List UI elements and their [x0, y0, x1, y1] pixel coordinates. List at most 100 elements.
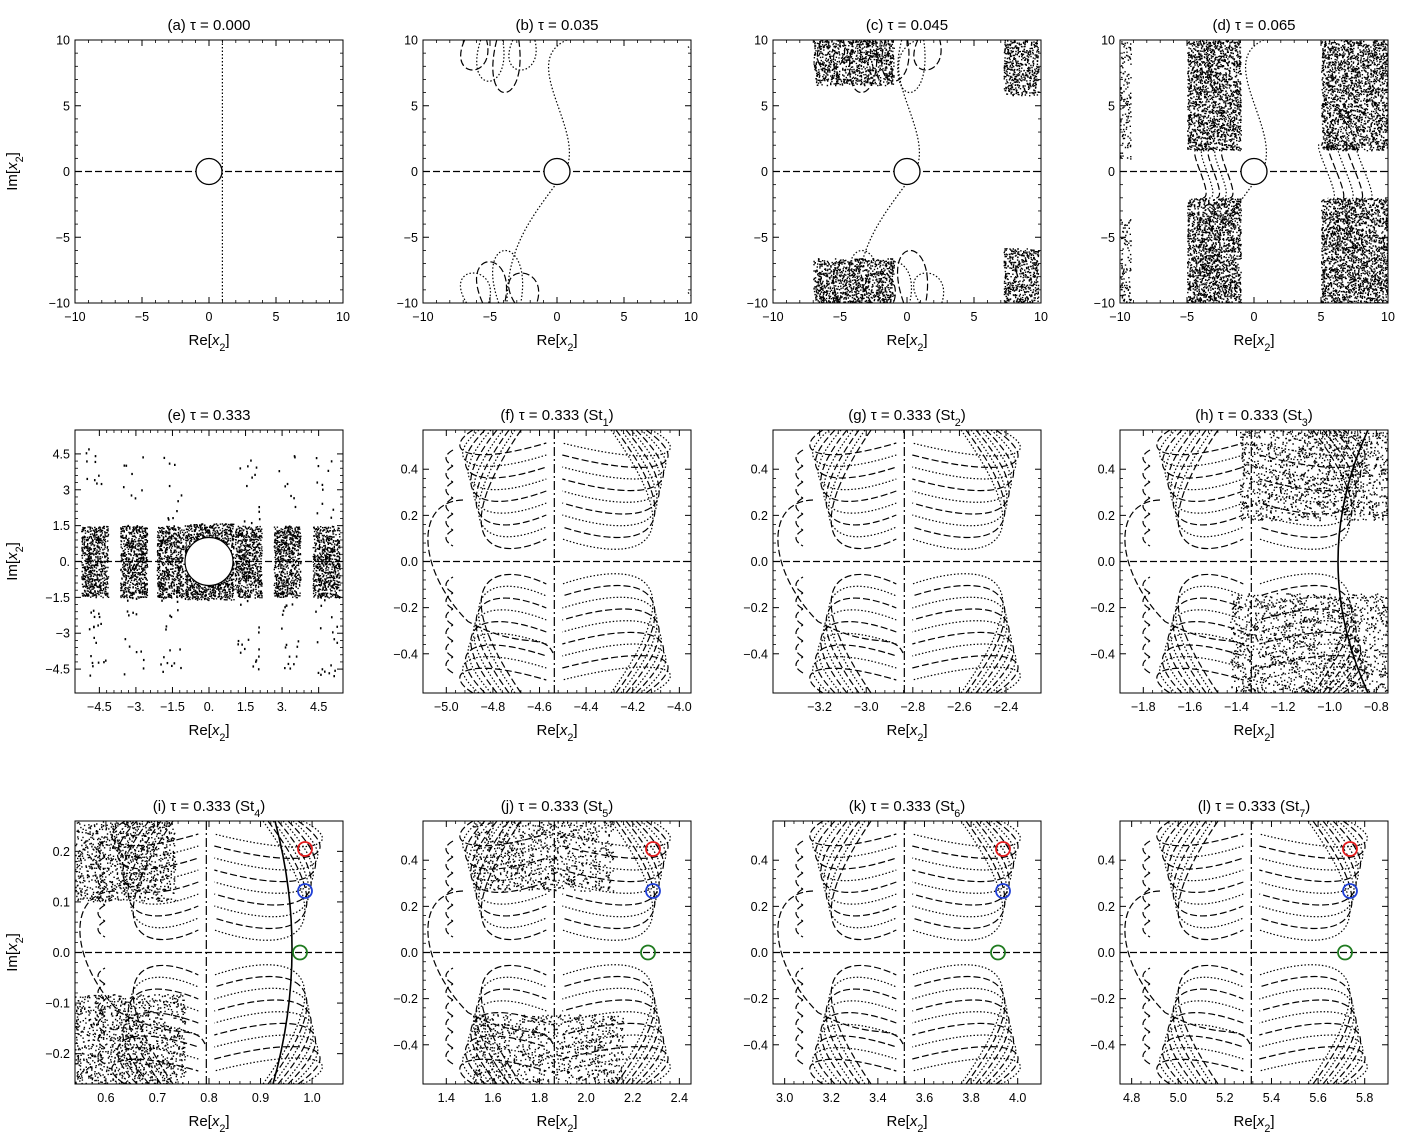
x-tick-label: 3.6 [916, 1091, 933, 1105]
y-tick-label: −0.2 [743, 601, 768, 615]
y-tick-label: 0.0 [53, 946, 70, 960]
point-cloud [1321, 40, 1388, 152]
x-tick-label: 3.2 [823, 1091, 840, 1105]
y-tick-label: 0.4 [751, 854, 768, 868]
y-tick-label: 5 [761, 99, 768, 113]
x-tick-label: 4.5 [310, 700, 327, 714]
plot-area [75, 40, 343, 303]
x-tick-label: 5 [273, 310, 280, 324]
x-tick-label: −10 [64, 310, 85, 324]
panel-a: −10 −5 0 5 10 10 5 0 −5 −10 (a) τ = 0.000 Re[x2] Im[… [4, 17, 350, 354]
x-tick-label: −5 [1180, 310, 1194, 324]
x-tick-label: −5.0 [434, 700, 459, 714]
panel-title: (b) τ = 0.035 [515, 17, 598, 34]
plot-area [423, 40, 691, 303]
x-tick-label: 0 [206, 310, 213, 324]
y-tick-label: 0.0 [751, 946, 768, 960]
x-tick-label: 2.4 [671, 1091, 688, 1105]
point-cloud [813, 258, 895, 303]
green-marker [640, 944, 656, 961]
y-tick-label: 10 [56, 34, 70, 48]
x-axis-label: Re[x2] [188, 722, 229, 744]
panel-b: −10 −5 0 5 10 10 5 0 −5 −10 (b) τ = 0.035 Re[x2] [397, 17, 698, 354]
x-tick-label: 0.8 [200, 1091, 217, 1105]
y-tick-label: 0.0 [1098, 555, 1115, 569]
x-tick-label: 0 [904, 310, 911, 324]
x-tick-label: 0 [554, 310, 561, 324]
point-cloud [1240, 430, 1388, 522]
y-tick-label: 4.5 [53, 447, 70, 461]
plot-area [1120, 821, 1388, 1084]
origin-circle [1240, 157, 1268, 186]
y-tick-label: −0.4 [743, 647, 768, 661]
panel-e: −4.5 −3. −1.5 0. 1.5 3. 4.5 4.5 3 1.5 0. −1.5 −3 −4.5… [4, 407, 344, 744]
point-cloud [1187, 40, 1242, 152]
panel-c: −10 −5 0 5 10 10 5 0 −5 −10 (c) τ = 0.045 Re[x2] [747, 17, 1048, 354]
point-cloud [1003, 248, 1040, 303]
panel-h: −1.8 −1.6 −1.4 −1.2 −1.0 −0.8 0.4 0.2 0.0 −0.2 −0.… [1090, 407, 1388, 744]
red-marker [1342, 841, 1358, 857]
point-cloud [1187, 198, 1242, 303]
blue-marker [995, 883, 1011, 899]
origin-circle [195, 157, 223, 186]
x-tick-label: −2.8 [900, 700, 925, 714]
y-tick-label: −0.2 [743, 992, 768, 1006]
panel-title: (k) τ = 0.333 (St6) [849, 798, 966, 820]
x-tick-label: −1.8 [1131, 700, 1156, 714]
blue-marker [645, 883, 661, 899]
y-axis-label: Im[x2] [4, 933, 26, 972]
plot-area [423, 821, 691, 1084]
panel-title: (a) τ = 0.000 [167, 17, 250, 34]
panel-title: (g) τ = 0.333 (St2) [848, 407, 965, 429]
point-cloud [120, 525, 149, 599]
origin-circle [184, 536, 234, 587]
y-tick-label: 1.5 [53, 519, 70, 533]
x-axis-label: Re[x2] [536, 722, 577, 744]
y-tick-label: −5 [754, 231, 768, 245]
point-cloud [1003, 40, 1040, 97]
panel-title: (e) τ = 0.333 [167, 407, 250, 424]
x-tick-label: 1.0 [303, 1091, 320, 1105]
x-tick-label: −3.0 [854, 700, 879, 714]
x-tick-label: 10 [1381, 310, 1395, 324]
blue-marker [1342, 883, 1358, 899]
y-axis-label: Im[x2] [4, 542, 26, 581]
x-tick-label: 5.6 [1309, 1091, 1326, 1105]
point-cloud [234, 525, 263, 599]
y-tick-label: 0.0 [401, 946, 418, 960]
y-tick-label: 0.2 [401, 900, 418, 914]
x-tick-label: −1.5 [160, 700, 185, 714]
x-tick-label: −1.6 [1178, 700, 1203, 714]
point-cloud [273, 526, 302, 599]
origin-circle [543, 157, 571, 186]
x-tick-label: 1.5 [237, 700, 254, 714]
y-tick-label: −0.4 [1090, 647, 1115, 661]
y-tick-label: −0.2 [1090, 992, 1115, 1006]
x-tick-label: 5.2 [1216, 1091, 1233, 1105]
y-tick-label: 0.2 [1098, 900, 1115, 914]
y-tick-label: −1.5 [45, 591, 70, 605]
y-tick-label: −0.4 [1090, 1038, 1115, 1052]
y-tick-label: −10 [49, 297, 70, 311]
panel-k: 3.0 3.2 3.4 3.6 3.8 4.0 0.4 0.2 0.0 −0.2 −0.4 (k) τ… [743, 798, 1042, 1135]
y-tick-label: 10 [754, 34, 768, 48]
x-tick-label: 3. [277, 700, 287, 714]
red-marker [645, 841, 661, 857]
y-tick-label: −4.5 [45, 663, 70, 677]
x-tick-label: 2.2 [624, 1091, 641, 1105]
x-axis-label: Re[x2] [1233, 722, 1274, 744]
y-tick-label: 0.2 [751, 509, 768, 523]
y-tick-label: −0.2 [45, 1047, 70, 1061]
y-tick-label: 3 [63, 483, 70, 497]
x-tick-label: −2.6 [947, 700, 972, 714]
x-tick-label: 10 [684, 310, 698, 324]
y-tick-label: −0.4 [743, 1038, 768, 1052]
panel-d: −10 −5 0 5 10 10 5 0 −5 −10 (d) τ = 0.065 Re[x2] [1094, 17, 1395, 354]
point-cloud [473, 1014, 625, 1084]
plot-area [773, 821, 1041, 1084]
panel-title: (i) τ = 0.333 (St4) [153, 798, 265, 820]
x-tick-label: 3.8 [962, 1091, 979, 1105]
y-tick-label: 0.0 [1098, 946, 1115, 960]
x-tick-label: −4.5 [87, 700, 112, 714]
green-marker [292, 944, 308, 961]
